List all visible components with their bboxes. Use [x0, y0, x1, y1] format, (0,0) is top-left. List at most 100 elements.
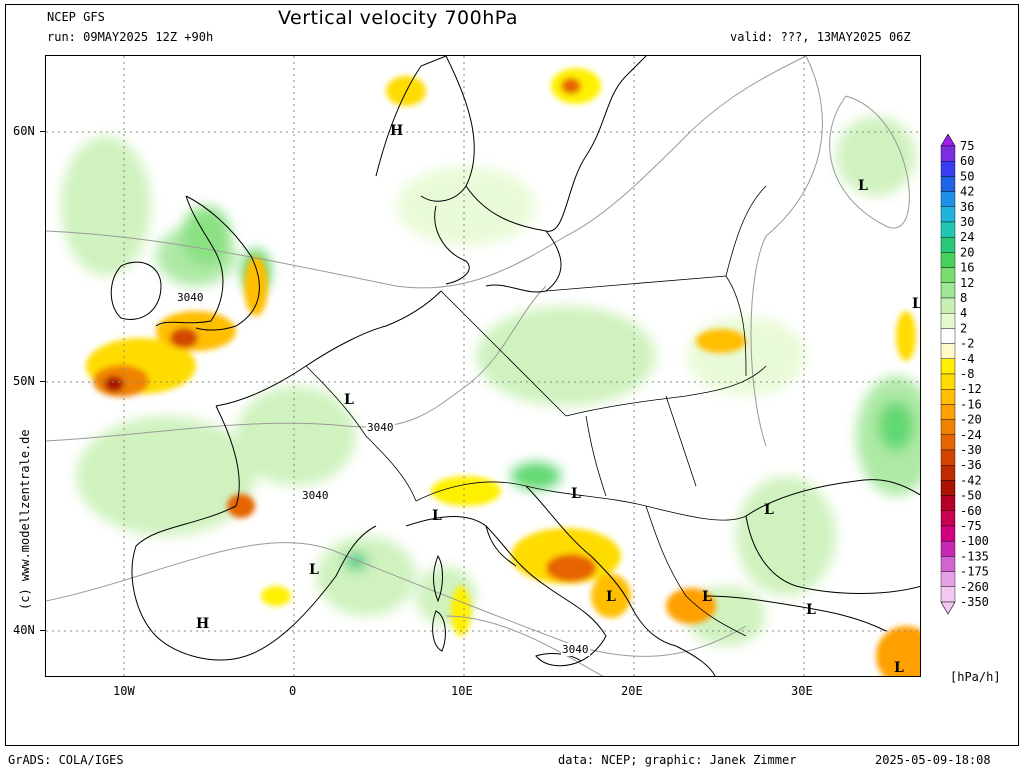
side-credit: (c) www.modellzentrale.de	[18, 429, 32, 610]
colorbar-tick-label: 60	[960, 154, 974, 168]
colorbar-bin	[940, 419, 956, 436]
colorbar-bin	[940, 358, 956, 375]
colorbar-tick-label: 2	[960, 321, 967, 335]
green-patches	[61, 116, 920, 646]
colorbar-tick-label: -16	[960, 397, 982, 411]
low-pressure-symbol: L	[858, 178, 868, 194]
valid-time: valid: ???, 13MAY2025 06Z	[730, 30, 911, 44]
colorbar-tick-label: -175	[960, 565, 989, 579]
low-pressure-symbol: L	[894, 660, 904, 676]
colorbar-cap-top	[940, 134, 956, 147]
colorbar-bin	[940, 312, 956, 329]
tick-mark	[40, 630, 45, 631]
colorbar-bin	[940, 404, 956, 420]
lon-label: 10W	[113, 684, 135, 698]
colorbar-bin	[940, 373, 956, 390]
colorbar-bin	[940, 252, 956, 268]
colorbar-bin	[940, 221, 956, 238]
lon-label: 0	[289, 684, 297, 698]
colorbar-tick-label: 24	[960, 230, 974, 244]
colorbar-bin	[940, 434, 956, 451]
colorbar-bin	[940, 206, 956, 223]
low-pressure-symbol: L	[571, 486, 581, 502]
colorbar-bin	[940, 541, 956, 557]
colorbar-tick-label: 4	[960, 306, 967, 320]
colorbar-tick-label: -60	[960, 504, 982, 518]
colorbar-cap-bottom	[940, 601, 956, 615]
colorbar-bin	[940, 267, 956, 284]
run-time: run: 09MAY2025 12Z +90h	[47, 30, 214, 44]
footer-source: data: NCEP; graphic: Janek Zimmer	[558, 753, 797, 767]
low-pressure-symbol: L	[806, 602, 816, 618]
low-pressure-symbol: L	[912, 296, 921, 312]
model-name: NCEP GFS	[47, 10, 105, 24]
map-panel: 3040 3040 3040 3040 H H L L L L L L L L …	[45, 55, 921, 677]
footer-timestamp: 2025-05-09-18:08	[875, 753, 991, 767]
colorbar-tick-label: -30	[960, 443, 982, 457]
contour-label: 3040	[301, 489, 330, 502]
colorbar-bin	[940, 556, 956, 572]
colorbar-tick-label: -8	[960, 367, 974, 381]
colorbar-bin	[940, 388, 956, 405]
colorbar-tick-label: 20	[960, 245, 974, 259]
colorbar-bin	[940, 161, 956, 177]
lon-label: 10E	[451, 684, 473, 698]
colorbar-tick-label: -20	[960, 413, 982, 427]
colorbar-tick-label: -4	[960, 352, 974, 366]
colorbar-bin	[940, 297, 956, 314]
lon-label: 30E	[791, 684, 813, 698]
colorbar-bin	[940, 525, 956, 542]
high-pressure-symbol: H	[196, 616, 210, 632]
colorbar-bin	[940, 480, 956, 496]
colorbar-bin	[940, 145, 956, 162]
colorbar-tick-label: 36	[960, 200, 974, 214]
lat-label: 60N	[13, 124, 35, 138]
contour-label: 3040	[561, 643, 590, 656]
low-pressure-symbol: L	[606, 589, 616, 605]
low-pressure-symbol: L	[702, 589, 712, 605]
colorbar-bin	[940, 328, 956, 344]
contour-label: 3040	[176, 291, 205, 304]
colorbar-tick-label: -2	[960, 337, 974, 351]
colorbar-bin	[940, 343, 956, 360]
lat-label: 40N	[13, 623, 35, 637]
colorbar-bin	[940, 571, 956, 588]
colorbar-tick-label: 8	[960, 291, 967, 305]
colorbar-bin	[940, 176, 956, 192]
coastlines	[110, 56, 920, 676]
colorbar-tick-label: -260	[960, 580, 989, 594]
colorbar-bin	[940, 449, 956, 466]
colorbar-tick-label: 50	[960, 169, 974, 183]
colorbar-tick-label: -50	[960, 489, 982, 503]
colorbar-tick-label: -135	[960, 549, 989, 563]
colorbar-tick-label: 75	[960, 139, 974, 153]
footer-software: GrADS: COLA/IGES	[8, 753, 124, 767]
colorbar-tick-label: -36	[960, 458, 982, 472]
low-pressure-symbol: L	[764, 502, 774, 518]
descent-patches	[86, 68, 920, 676]
colorbar-tick-label: -42	[960, 473, 982, 487]
high-pressure-symbol: H	[390, 123, 404, 139]
colorbar-tick-label: -24	[960, 428, 982, 442]
colorbar-tick-label: 30	[960, 215, 974, 229]
lon-label: 20E	[621, 684, 643, 698]
contour-label: 3040	[366, 421, 395, 434]
unit-label: [hPa/h]	[950, 670, 1001, 684]
colorbar-bin	[940, 191, 956, 207]
low-pressure-symbol: L	[344, 392, 354, 408]
colorbar-bin	[940, 586, 956, 603]
colorbar-tick-label: -350	[960, 595, 989, 609]
tick-mark	[40, 131, 45, 132]
colorbar-bin	[940, 495, 956, 512]
colorbar-legend: 75 60 50 42 36 30 24 20 16 12 8 4 2 -2 -4 -8 -12 -16 -20 -2…	[938, 134, 1018, 630]
chart-title: Vertical velocity 700hPa	[278, 7, 519, 29]
colorbar-tick-label: 16	[960, 261, 974, 275]
colorbar-bin	[940, 236, 956, 253]
borders	[305, 185, 767, 637]
colorbar-tick-label: -100	[960, 534, 989, 548]
colorbar-bin	[940, 282, 956, 299]
colorbar-tick-label: -75	[960, 519, 982, 533]
lat-label: 50N	[13, 374, 35, 388]
graticule	[46, 56, 920, 676]
colorbar: 75605042363024201612842-2-4-8-12-16-20-2…	[940, 134, 989, 615]
